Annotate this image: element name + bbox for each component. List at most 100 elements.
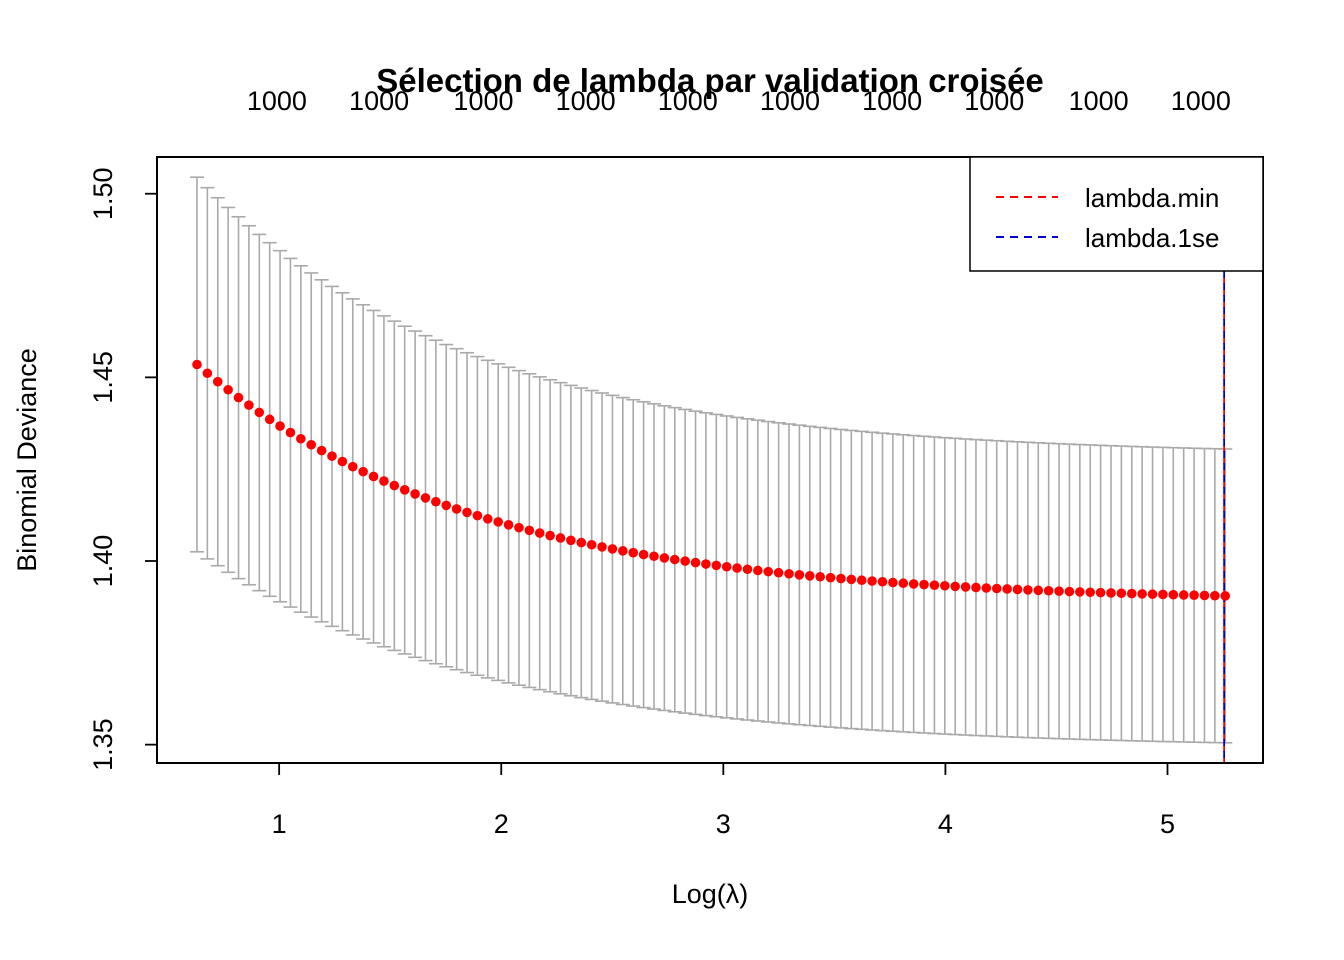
- cv-point: [1095, 587, 1106, 598]
- cv-point: [981, 583, 992, 593]
- cv-point: [867, 576, 877, 586]
- cv-point: [1199, 590, 1210, 601]
- cv-point: [555, 533, 566, 543]
- cv-point: [1189, 590, 1199, 601]
- cv-point: [514, 522, 524, 533]
- cv-point: [690, 557, 701, 568]
- cv-point: [233, 392, 244, 403]
- cv-point: [919, 579, 929, 590]
- legend-label-lambda-1se: lambda.1se: [1085, 223, 1219, 253]
- x-tick-label: 3: [716, 809, 731, 839]
- top-tick-label: 1000: [453, 86, 513, 116]
- y-tick-label: 1.45: [88, 351, 118, 404]
- cv-point: [399, 484, 410, 495]
- cv-point: [607, 544, 618, 554]
- x-tick-label: 5: [1160, 809, 1175, 839]
- cv-point: [586, 539, 597, 550]
- cv-point: [638, 549, 649, 560]
- cv-point: [296, 433, 306, 444]
- y-axis: 1.35 1.40 1.45 1.50: [88, 167, 157, 771]
- cv-point: [275, 421, 285, 431]
- cv-point: [971, 582, 981, 593]
- cv-point: [327, 451, 337, 461]
- cv-point: [1168, 589, 1179, 600]
- cv-point: [1147, 589, 1158, 599]
- top-axis: 1000 1000 1000 1000 1000 1000 1000 1000 1000 1000: [247, 86, 1231, 116]
- cv-point: [1210, 590, 1220, 601]
- cv-point: [254, 407, 265, 418]
- cv-point: [618, 546, 628, 556]
- cv-point: [202, 368, 213, 379]
- x-tick-label: 4: [938, 809, 953, 839]
- cv-point: [472, 510, 483, 521]
- cv-point: [669, 554, 680, 565]
- cv-point: [597, 542, 607, 552]
- cv-point: [940, 580, 950, 591]
- cv-point: [1023, 585, 1033, 595]
- cv-point: [347, 461, 358, 472]
- cv-point: [929, 580, 940, 590]
- y-tick-label: 1.40: [88, 535, 118, 588]
- cv-point: [784, 568, 794, 579]
- cv-point: [493, 517, 503, 527]
- cv-point: [1075, 587, 1085, 597]
- cv-point: [711, 560, 722, 571]
- y-axis-label: Binomial Deviance: [12, 348, 42, 572]
- top-tick-label: 1000: [862, 86, 922, 116]
- cv-point: [701, 559, 711, 569]
- cv-point: [379, 476, 389, 486]
- cv-point: [1043, 585, 1054, 596]
- x-axis: 1 2 3 4 5: [272, 762, 1175, 839]
- cv-point: [804, 571, 815, 581]
- cv-point: [451, 504, 462, 514]
- cv-point: [1064, 586, 1075, 597]
- cv-point: [503, 520, 514, 530]
- cv-point: [898, 578, 909, 589]
- top-tick-label: 1000: [1171, 86, 1231, 116]
- cv-point: [1126, 588, 1137, 599]
- cv-point: [462, 507, 472, 518]
- cv-point: [877, 576, 888, 587]
- legend-box: [969, 156, 1264, 272]
- cv-point: [1220, 591, 1231, 601]
- cv-point: [628, 547, 639, 558]
- cv-point: [1137, 589, 1147, 599]
- cv-point: [1033, 585, 1044, 596]
- cv-point: [950, 581, 960, 592]
- cv-point: [389, 480, 400, 491]
- cv-point: [908, 579, 919, 589]
- chart-title: Sélection de lambda par validation crois…: [376, 62, 1044, 99]
- legend-label-lambda-min: lambda.min: [1085, 183, 1219, 213]
- top-tick-label: 1000: [349, 86, 409, 116]
- cv-point: [368, 471, 379, 482]
- cv-point: [680, 556, 690, 566]
- cv-point: [358, 466, 368, 477]
- cv-point: [846, 574, 857, 585]
- x-tick-label: 2: [494, 809, 509, 839]
- cv-point: [794, 570, 805, 580]
- y-tick-label: 1.35: [88, 718, 118, 771]
- cv-point: [888, 577, 898, 588]
- cv-point: [337, 456, 348, 467]
- x-tick-label: 1: [272, 809, 287, 839]
- cv-point: [566, 535, 576, 546]
- cv-point: [1054, 586, 1064, 596]
- y-tick-label: 1.50: [88, 167, 118, 220]
- top-tick-label: 1000: [1069, 86, 1129, 116]
- cv-point: [306, 439, 317, 450]
- cv-point: [482, 514, 493, 524]
- cv-point: [836, 573, 846, 584]
- top-tick-label: 1000: [760, 86, 820, 116]
- top-tick-label: 1000: [556, 86, 616, 116]
- top-tick-label: 1000: [964, 86, 1024, 116]
- cv-point: [1178, 590, 1189, 600]
- x-axis-label: Log(λ): [672, 879, 749, 909]
- cv-point: [649, 551, 659, 562]
- cv-point: [576, 537, 587, 548]
- cv-point: [1106, 588, 1116, 598]
- cv-point: [244, 400, 254, 410]
- cv-point: [1085, 587, 1096, 598]
- cv-point: [441, 500, 452, 511]
- cv-point: [545, 530, 555, 541]
